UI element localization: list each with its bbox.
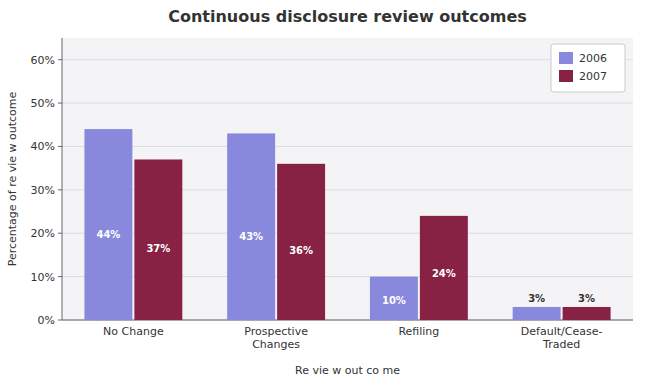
x-tick-label: Default/Cease-Traded — [521, 325, 603, 351]
data-label: 36% — [289, 245, 313, 256]
y-tick — [58, 189, 62, 190]
y-tick-label: 50% — [31, 97, 55, 110]
data-label: 10% — [382, 295, 406, 306]
x-tick-label-line: Changes — [252, 338, 300, 351]
y-tick-label: 0% — [38, 314, 55, 327]
data-label: 3% — [528, 293, 545, 304]
y-tick — [58, 320, 62, 321]
y-tick-label: 10% — [31, 271, 55, 284]
legend-box — [551, 44, 625, 92]
title: Continuous disclosure review outcomes — [168, 7, 527, 26]
y-tick — [58, 276, 62, 277]
x-tick-label-line: Default/Cease- — [521, 325, 603, 338]
chart: Continuous disclosure review outcomes 0% 1… — [0, 0, 647, 382]
bar — [563, 307, 611, 320]
y-axis — [62, 38, 63, 320]
plot-area — [62, 38, 633, 320]
data-label: 44% — [96, 229, 120, 240]
bar — [370, 277, 418, 320]
legend: 2006 2007 — [551, 44, 625, 92]
legend-label: 2006 — [579, 52, 607, 65]
grid-line — [62, 146, 633, 147]
legend-swatch — [559, 70, 573, 82]
bar — [84, 129, 132, 320]
y-tick — [58, 233, 62, 234]
legend-label: 2007 — [579, 70, 607, 83]
bar — [277, 164, 325, 320]
y-tick-label: 60% — [31, 54, 55, 67]
x-tick-label-line: No Change — [103, 325, 164, 338]
x-axis-label: Re vie w out co me — [295, 364, 400, 377]
x-tick-label-line: Traded — [542, 338, 580, 351]
data-label: 37% — [146, 243, 170, 254]
x-tick-label: ProspectiveChanges — [244, 325, 308, 351]
y-tick-label: 30% — [31, 184, 55, 197]
y-tick-label: 20% — [31, 227, 55, 240]
legend-swatch — [559, 52, 573, 64]
bar — [420, 216, 468, 320]
data-label: 3% — [578, 293, 595, 304]
bar — [227, 133, 275, 320]
x-tick-label-line: Refiling — [398, 325, 439, 338]
data-label: 24% — [432, 268, 456, 279]
y-axis-label: Percentage of re vie w outcome — [6, 91, 19, 266]
grid-line — [62, 103, 633, 104]
y-tick-label: 40% — [31, 140, 55, 153]
data-label: 43% — [239, 231, 263, 242]
bar — [513, 307, 561, 320]
y-tick — [58, 59, 62, 60]
y-tick — [58, 146, 62, 147]
x-tick-label: No Change — [103, 325, 164, 338]
y-tick — [58, 103, 62, 104]
grid-line — [62, 59, 633, 60]
x-tick-label: Refiling — [398, 325, 439, 338]
bar — [134, 159, 182, 320]
x-tick-label-line: Prospective — [244, 325, 308, 338]
